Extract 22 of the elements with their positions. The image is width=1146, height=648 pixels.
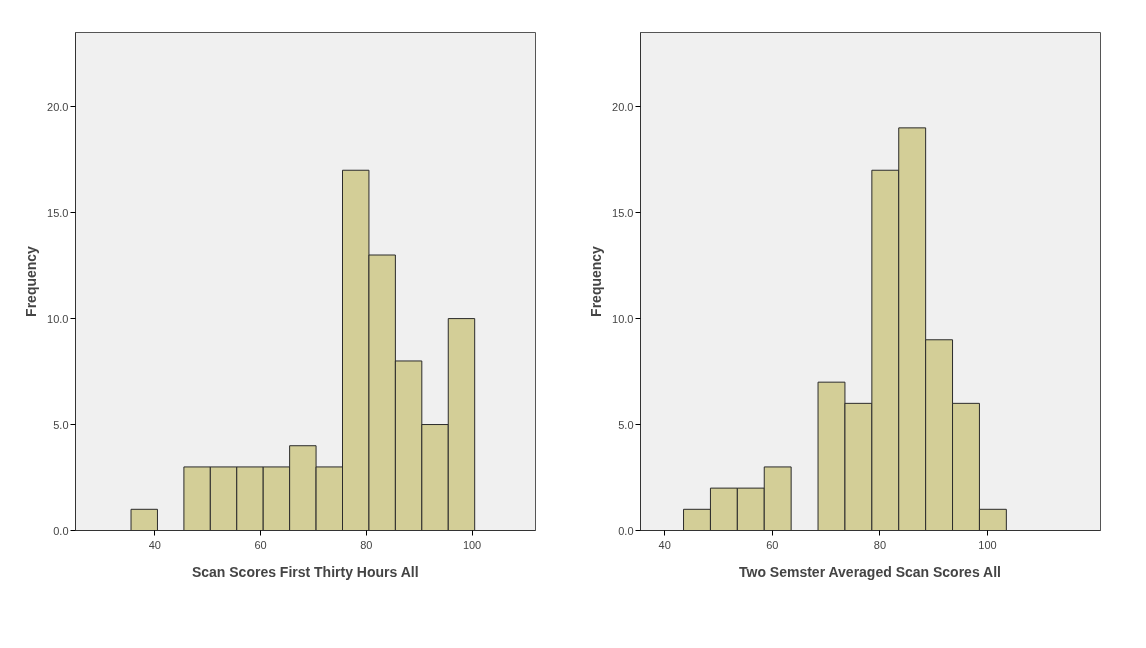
x-tick-label: 60 [766, 538, 779, 551]
x-tick-label: 80 [873, 538, 887, 551]
y-tick-label: 10.0 [612, 312, 634, 325]
y-tick-label: 0.0 [53, 524, 69, 537]
y-tick-label: 15.0 [612, 206, 634, 219]
x-tick-label: 40 [658, 538, 671, 551]
y-tick-label: 20.0 [47, 100, 69, 113]
y-tick-label: 0.0 [618, 524, 634, 537]
x-tick-label: 100 [462, 538, 482, 551]
y-tick-label: 5.0 [53, 418, 69, 431]
y-tick-label: 20.0 [612, 100, 634, 113]
y-axis-title: Frequency [23, 245, 40, 317]
x-axis-title: Scan Scores First Thirty Hours All [191, 563, 419, 580]
y-tick-label: 10.0 [47, 312, 69, 325]
y-tick-label: 15.0 [47, 206, 69, 219]
x-axis-title: Two Semster Averaged Scan Scores All [739, 563, 1001, 580]
x-tick-label: 60 [254, 538, 267, 551]
y-axis-title: Frequency [588, 245, 605, 317]
y-tick-label: 5.0 [618, 418, 634, 431]
x-tick-label: 40 [148, 538, 161, 551]
x-tick-label: 100 [978, 538, 997, 551]
x-tick-label: 80 [360, 538, 373, 551]
